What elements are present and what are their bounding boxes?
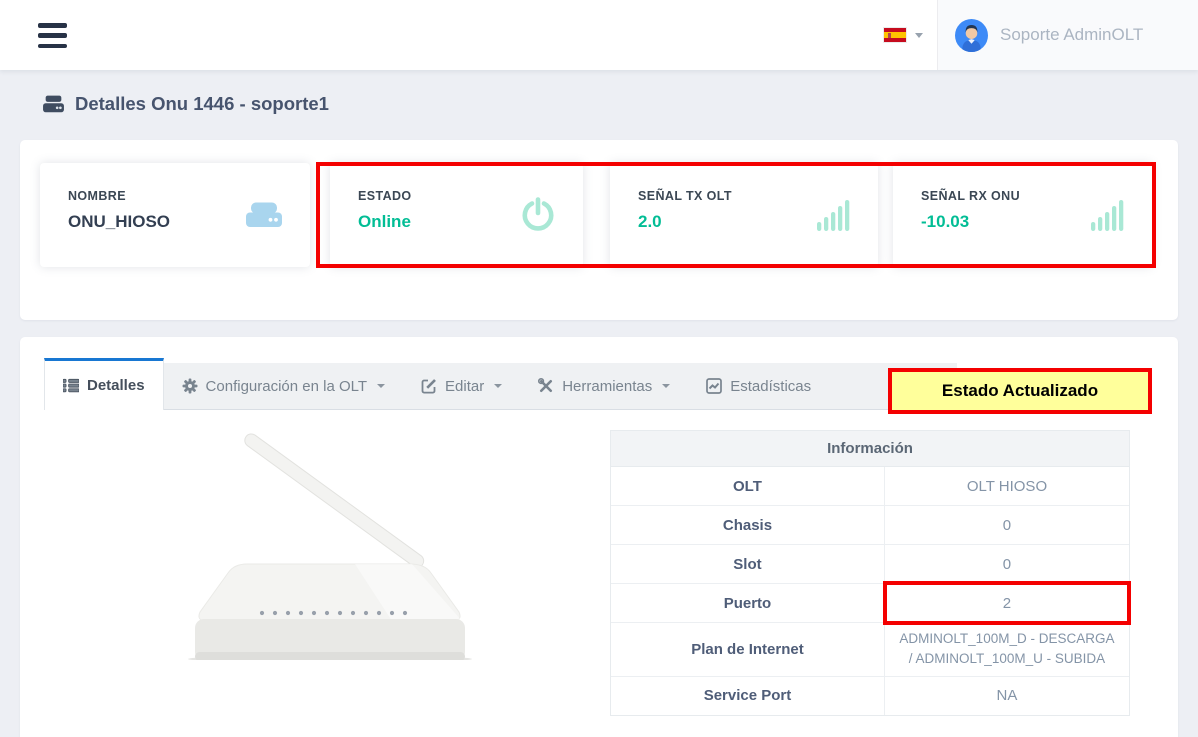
row-label: Chasis [611,506,885,544]
puerto-value-cell: 2 [882,581,1132,625]
tab-estadisticas[interactable]: Estadísticas [688,363,830,409]
table-row-puerto: Puerto 2 [611,581,1132,625]
onu-icon [43,95,64,112]
signal-bars-icon [817,200,850,231]
stat-value: ONU_HIOSO [68,212,171,231]
hamburger-menu-icon[interactable] [38,23,67,48]
user-menu[interactable]: Soporte AdminOLT [937,0,1198,70]
tab-label: Herramientas [562,377,653,395]
stat-value: 2.0 [638,212,662,231]
tab-bar: Detalles Configuración en la OLT Editar [44,358,958,410]
signal-bars-icon [1091,200,1124,231]
power-icon [522,197,554,231]
tab-label: Estadísticas [730,377,812,395]
avatar [955,18,988,52]
edit-icon [421,379,436,394]
stat-card-senal-tx: SEÑAL TX OLT 2.0 [610,163,878,267]
chevron-down-icon [915,32,923,38]
table-row-service-port: Service Port NA [611,676,1129,715]
gear-icon [182,378,198,394]
row-value: 0 [1002,555,1012,573]
router-leds [259,610,408,616]
stat-label: NOMBRE [68,189,126,203]
stat-value: Online [358,212,411,231]
tab-editar[interactable]: Editar [403,363,521,409]
row-label: Plan de Internet [611,623,885,676]
details-panel: Detalles Configuración en la OLT Editar [20,337,1178,737]
tab-label: Detalles [87,377,145,394]
language-selector[interactable] [884,28,923,42]
page-header: Detalles Onu 1446 - soporte1 [0,70,1198,137]
row-label: Service Port [611,676,885,715]
stat-value: -10.03 [921,212,970,231]
info-table: Información OLT OLT HIOSO Chasis 0 Slot … [610,430,1132,716]
row-value: ADMINOLT_100M_D - DESCARGA / ADMINOLT_10… [899,631,1115,667]
page-title: Detalles Onu 1446 - soporte1 [75,92,329,114]
chart-icon [706,378,723,394]
tab-label: Editar [445,377,485,395]
stat-card-nombre: NOMBRE ONU_HIOSO [40,163,310,267]
row-value: NA [996,687,1018,704]
row-value: OLT HIOSO [966,477,1048,495]
stat-card-estado: ESTADO Online [330,163,583,267]
table-row-olt: OLT OLT HIOSO [611,467,1129,506]
table-row-plan-internet: Plan de Internet ADMINOLT_100M_D - DESCA… [611,623,1129,677]
stat-label: SEÑAL RX ONU [921,189,1021,203]
annotation-estado-actualizado: Estado Actualizado [888,368,1152,414]
user-name: Soporte AdminOLT [1000,25,1144,44]
tab-configuracion-olt[interactable]: Configuración en la OLT [163,363,404,409]
tab-herramientas[interactable]: Herramientas [520,363,689,409]
row-value: 0 [1002,516,1012,534]
table-row-slot: Slot 0 [611,545,1129,584]
router-photo [188,433,472,660]
row-label: OLT [611,467,885,505]
info-table-header: Información [611,431,1129,467]
stat-label: ESTADO [358,189,412,203]
tools-icon [538,378,553,393]
spain-flag-icon [884,28,906,42]
onu-device-icon [246,202,282,227]
stats-panel: NOMBRE ONU_HIOSO ESTADO Online SEÑAL TX … [20,140,1178,320]
top-navbar: Soporte AdminOLT [0,0,1198,70]
chevron-down-icon [662,384,671,388]
stat-label: SEÑAL TX OLT [638,189,732,203]
chevron-down-icon [494,384,503,388]
tab-label: Configuración en la OLT [205,377,368,395]
annotation-text: Estado Actualizado [941,381,1099,400]
row-label: Slot [611,545,885,583]
table-row-chasis: Chasis 0 [611,506,1129,545]
list-icon [63,378,79,393]
tab-detalles[interactable]: Detalles [44,358,164,410]
row-label: Puerto [611,584,885,622]
chevron-down-icon [377,384,386,388]
stat-card-senal-rx: SEÑAL RX ONU -10.03 [893,163,1152,267]
